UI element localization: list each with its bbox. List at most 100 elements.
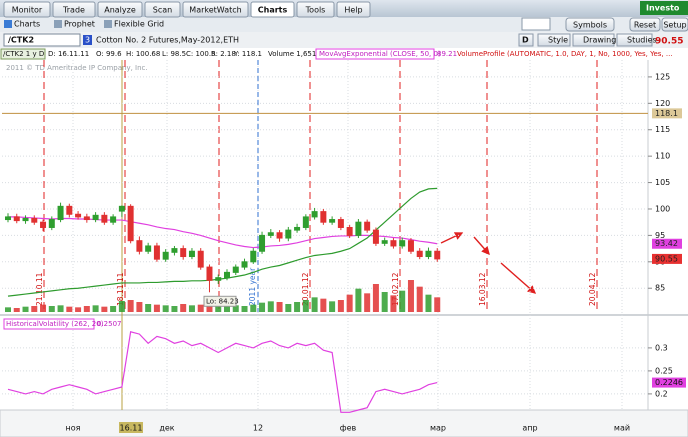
toolbar-icon[interactable] — [104, 20, 112, 28]
menu-tab-label[interactable]: Trade — [62, 6, 85, 15]
volume-bar — [425, 294, 432, 312]
volatility-tag: 0.2246 — [655, 378, 683, 387]
volume-bar — [302, 300, 309, 312]
study-value: 0.2507 — [97, 320, 122, 328]
menu-tab-label[interactable]: Tools — [305, 6, 326, 15]
menu-tab-label[interactable]: Help — [344, 6, 362, 15]
watermark: 2011 © TD Ameritrade IP Company, Inc. — [6, 64, 148, 72]
study-label: MovAvgExponential (CLOSE, 50, 0) — [319, 50, 441, 58]
toolbar-icon[interactable] — [4, 20, 12, 28]
volume-bar — [31, 306, 38, 312]
volume-bar — [346, 294, 353, 312]
account-label[interactable]: Investo — [646, 4, 680, 13]
toolbar-item[interactable]: Charts — [14, 20, 40, 29]
volume-bar — [171, 306, 178, 312]
status-item: O: 99.6 — [96, 50, 122, 58]
ema-tag-bg — [652, 238, 682, 249]
event-label: 20.01.12 — [301, 272, 310, 306]
volume-bar — [40, 304, 47, 312]
menu-tab-label[interactable]: MarketWatch — [189, 6, 241, 15]
toolbar-item[interactable]: Flexible Grid — [114, 20, 164, 29]
reference-tag: 118.1 — [655, 109, 678, 118]
volume-bar — [5, 307, 11, 312]
menu-tab[interactable] — [250, 1, 295, 18]
chart-button-label[interactable]: Drawings — [583, 36, 620, 45]
volume-bar — [241, 306, 248, 312]
y-tick-label: 105 — [655, 178, 670, 187]
volume-bar — [162, 305, 169, 312]
symbol-input[interactable] — [3, 33, 81, 47]
volume-bar — [101, 306, 108, 312]
volume-bar — [57, 305, 64, 312]
menu-tab-label[interactable]: Scan — [153, 6, 172, 15]
candle-body — [92, 214, 99, 221]
toolbar-button[interactable] — [629, 17, 661, 32]
menu-tab[interactable] — [144, 1, 181, 18]
candle-body — [224, 271, 230, 279]
aggregation[interactable]: D — [522, 36, 529, 45]
menu-tab-label[interactable]: Monitor — [12, 6, 43, 15]
chart-button[interactable] — [537, 33, 571, 47]
search-input[interactable] — [521, 17, 551, 31]
menu-tab-label[interactable]: Analyze — [104, 6, 136, 15]
toolbar-button-label[interactable]: Setup — [663, 21, 686, 30]
candle-body — [197, 250, 204, 268]
status-item: R: 2.18 — [211, 50, 236, 58]
event-label: 16.03.12 — [478, 272, 487, 306]
menu-tab-label[interactable]: Charts — [258, 6, 288, 15]
study-label: VolumeProfile (AUTOMATIC, 1.0, DAY, 1, N… — [457, 50, 673, 58]
volume-bar — [416, 286, 423, 312]
candle-body — [127, 205, 134, 242]
volume-bar — [267, 301, 274, 312]
ema-tag: 93.42 — [655, 239, 678, 248]
chart-button[interactable] — [616, 33, 653, 47]
candle-body — [241, 261, 248, 268]
aggregation-button[interactable] — [518, 33, 534, 47]
toolbar-button-label[interactable]: Symbols — [573, 21, 607, 30]
menu-tab[interactable] — [3, 1, 51, 18]
volume-bar — [110, 306, 117, 312]
y-tick-label: 100 — [655, 204, 670, 213]
candle-body — [136, 240, 143, 252]
toolbar-button[interactable] — [565, 17, 615, 32]
menu-tab[interactable] — [336, 1, 371, 18]
drawing-arrow — [440, 232, 464, 244]
y-tick-label: 110 — [655, 152, 670, 161]
volume-bar — [224, 304, 230, 312]
study-value: 89.21 — [437, 50, 457, 58]
candle-body — [311, 211, 318, 218]
candle-body — [267, 232, 274, 236]
menu-tab[interactable] — [52, 1, 96, 18]
candle-body — [381, 240, 388, 244]
chart-button-label[interactable]: Studies — [627, 36, 657, 45]
volume-bar — [215, 303, 222, 312]
y-tick-label: 0.2 — [655, 389, 668, 398]
volume-bar — [22, 306, 29, 312]
candle-body — [416, 250, 423, 258]
chart-button[interactable] — [572, 33, 615, 47]
study-line — [7, 187, 438, 297]
toolbar-item[interactable]: Prophet — [64, 20, 95, 29]
status-item: H: 100.68 — [126, 50, 160, 58]
candle-body — [110, 216, 117, 223]
toolbar-button-label[interactable]: Reset — [634, 21, 656, 30]
chart-button-label[interactable]: Style — [548, 36, 568, 45]
link-number[interactable]: 3 — [85, 36, 90, 45]
menu-tab[interactable] — [97, 1, 143, 18]
y-tick-label: 115 — [655, 125, 670, 134]
toolbar-icon[interactable] — [54, 20, 62, 28]
toolbar-button[interactable] — [661, 17, 688, 32]
volume-bar — [381, 292, 388, 312]
menu-tab[interactable] — [182, 1, 249, 18]
volume-bar — [276, 302, 283, 312]
volume-bar — [329, 301, 336, 312]
status-item: /CTK2 1 y D — [3, 50, 44, 58]
candle-body — [294, 226, 301, 231]
candle-body — [83, 216, 90, 221]
account-button[interactable] — [640, 1, 688, 15]
link-badge[interactable] — [83, 35, 92, 45]
symbol[interactable]: /CTK2 — [8, 36, 34, 45]
menu-tab[interactable] — [296, 1, 335, 18]
candle-body — [75, 213, 82, 218]
